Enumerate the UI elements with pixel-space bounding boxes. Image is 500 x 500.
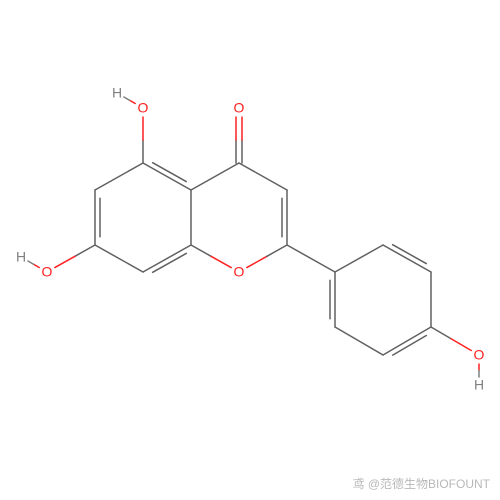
hydrogen-atom-label: H <box>112 85 122 101</box>
oxygen-atom-label: O <box>234 264 245 280</box>
oxygen-atom-label: O <box>42 264 53 280</box>
hydrogen-atom-label: H <box>474 377 484 393</box>
watermark-text: 鸢 @范德生物BIOFOUNT <box>352 475 490 492</box>
oxygen-atom-label: O <box>474 347 485 363</box>
hydrogen-atom-label: H <box>16 249 26 265</box>
oxygen-atom-label: O <box>234 100 245 116</box>
molecule-diagram: OOOHOHOH <box>0 0 500 500</box>
oxygen-atom-label: O <box>138 100 149 116</box>
